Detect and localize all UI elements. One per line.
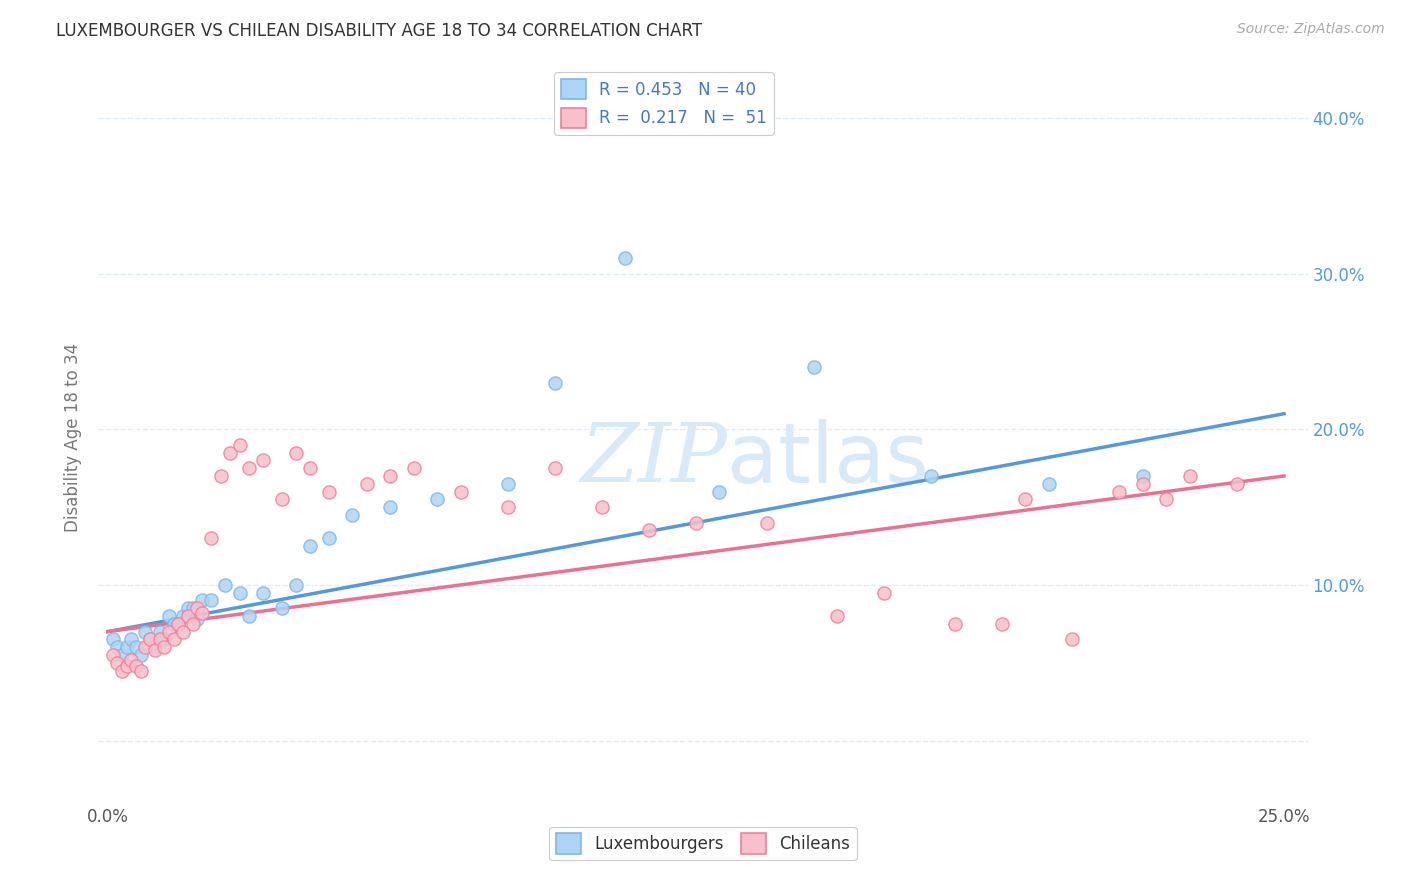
Point [120,652,142,666]
Point [181,601,204,615]
Point [101,632,124,647]
Point [1038,476,1060,491]
Point [318,484,340,499]
Point [153,640,176,655]
Point [209,469,232,483]
Point [1156,492,1178,507]
Point [143,640,166,655]
Point [139,632,162,647]
Point [172,624,194,639]
Point [129,664,152,678]
Point [134,624,156,639]
Point [755,516,778,530]
Point [1178,469,1201,483]
Y-axis label: Disability Age 18 to 34: Disability Age 18 to 34 [65,343,83,532]
Point [943,616,966,631]
Legend: Luxembourgers, Chileans: Luxembourgers, Chileans [550,827,856,860]
Point [177,609,200,624]
Point [101,648,124,662]
Point [285,445,308,459]
Point [157,624,180,639]
Point [149,632,172,647]
Text: ZIP: ZIP [581,419,727,499]
Point [115,658,138,673]
Point [149,624,172,639]
Point [378,469,401,483]
Text: LUXEMBOURGER VS CHILEAN DISABILITY AGE 18 TO 34 CORRELATION CHART: LUXEMBOURGER VS CHILEAN DISABILITY AGE 1… [56,22,703,40]
Point [186,601,208,615]
Point [177,601,200,615]
Point [299,461,322,475]
Point [1014,492,1036,507]
Point [134,640,156,655]
Point [228,585,250,599]
Point [252,585,274,599]
Point [285,578,308,592]
Point [157,609,180,624]
Point [544,461,567,475]
Point [1132,469,1154,483]
Point [200,531,222,545]
Point [191,606,214,620]
Point [191,593,214,607]
Point [450,484,472,499]
Point [1108,484,1130,499]
Point [1062,632,1084,647]
Point [228,438,250,452]
Point [238,461,260,475]
Point [163,616,186,631]
Point [125,658,148,673]
Point [214,578,236,592]
Point [167,616,190,631]
Point [402,461,425,475]
Point [105,656,128,670]
Point [496,500,519,515]
Point [115,640,138,655]
Point [271,601,294,615]
Point [1132,476,1154,491]
Point [186,612,208,626]
Point [143,643,166,657]
Point [685,516,707,530]
Point [120,632,142,647]
Point [342,508,364,522]
Point [139,632,162,647]
Point [426,492,449,507]
Point [318,531,340,545]
Point [252,453,274,467]
Point [1226,476,1249,491]
Point [591,500,613,515]
Point [219,445,242,459]
Point [356,476,378,491]
Point [873,585,896,599]
Point [172,609,194,624]
Point [496,476,519,491]
Point [271,492,294,507]
Point [990,616,1012,631]
Point [125,640,148,655]
Point [111,648,134,662]
Text: atlas: atlas [727,418,929,500]
Point [544,376,567,390]
Point [614,251,637,265]
Point [200,593,222,607]
Point [709,484,731,499]
Text: Source: ZipAtlas.com: Source: ZipAtlas.com [1237,22,1385,37]
Point [129,648,152,662]
Point [105,640,128,655]
Point [111,664,134,678]
Point [153,632,176,647]
Point [299,539,322,553]
Point [378,500,401,515]
Point [163,632,186,647]
Point [181,616,204,631]
Point [803,359,825,374]
Point [638,524,661,538]
Point [238,609,260,624]
Point [825,609,848,624]
Point [167,616,190,631]
Point [920,469,942,483]
